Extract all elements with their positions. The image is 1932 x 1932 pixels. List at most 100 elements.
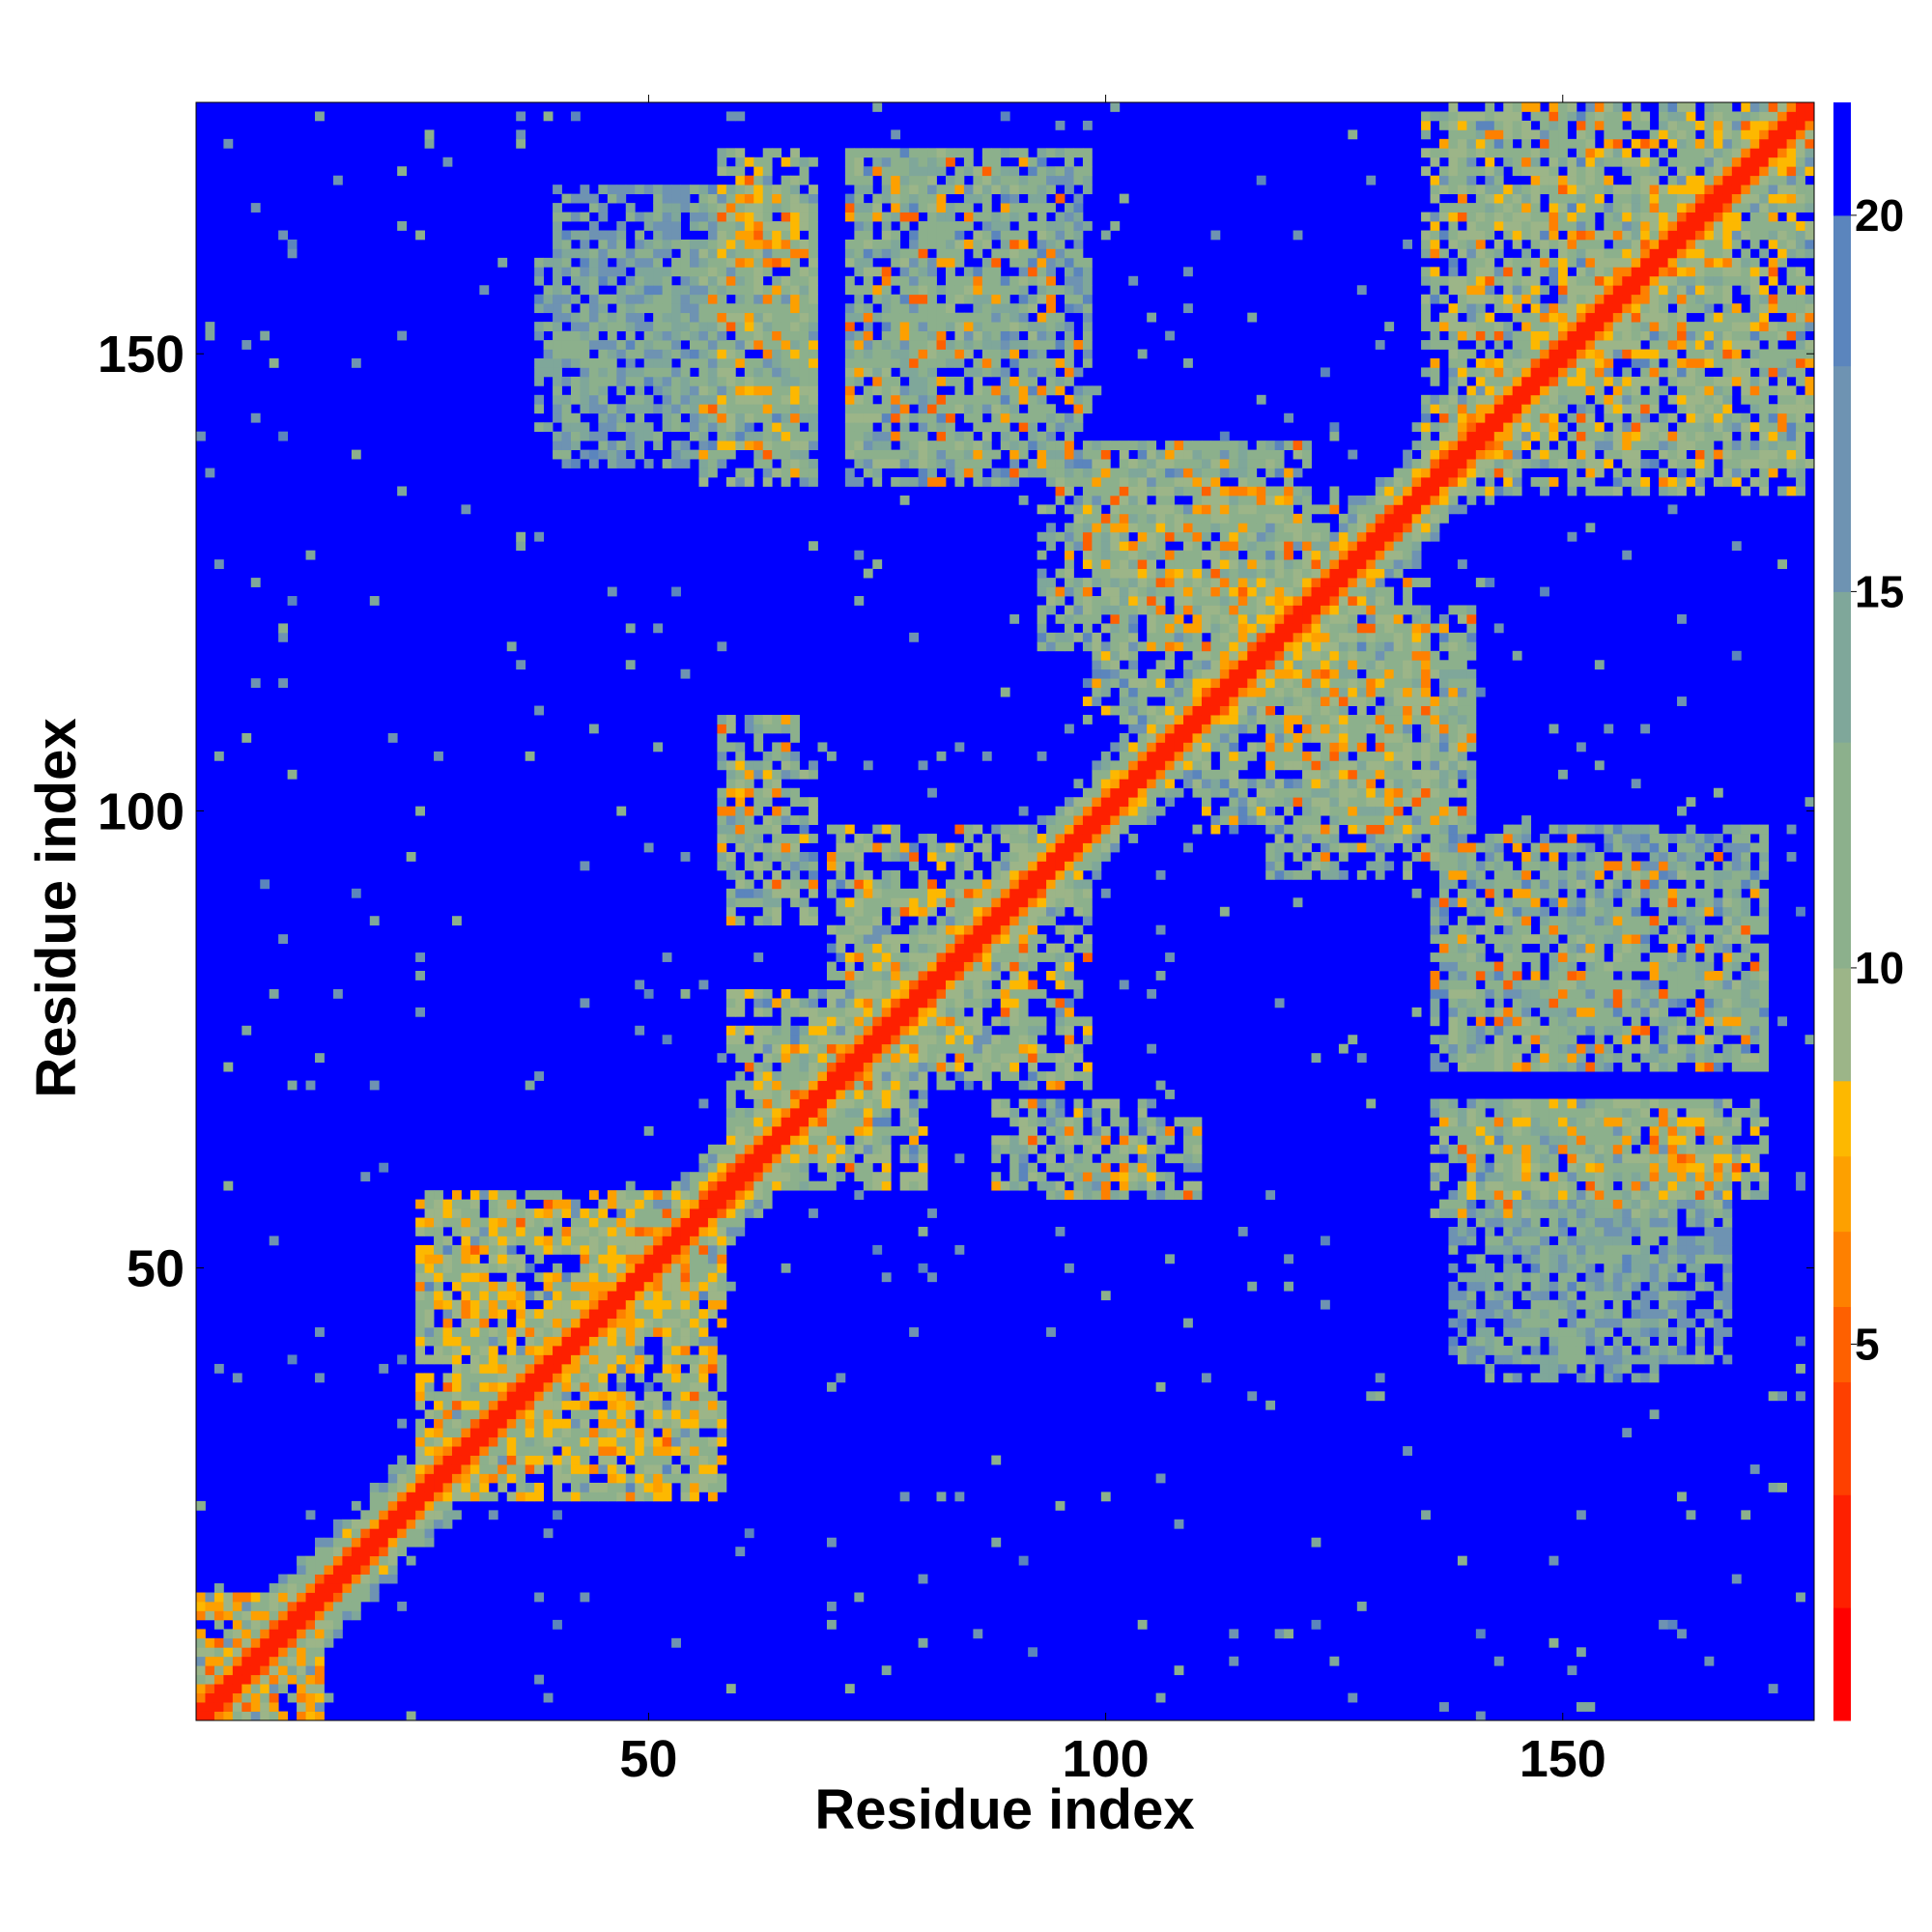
heatmap-cell: [580, 275, 590, 286]
heatmap-cell: [854, 550, 865, 560]
heatmap-cell: [762, 888, 773, 898]
heatmap-cell: [809, 404, 818, 414]
heatmap-cell: [351, 1592, 361, 1603]
heatmap-cell: [854, 212, 865, 222]
heatmap-cell: [607, 1363, 617, 1374]
heatmap-cell: [1046, 834, 1056, 843]
heatmap-cell: [1009, 897, 1020, 908]
heatmap-cell: [1009, 834, 1020, 843]
heatmap-cell: [387, 1510, 398, 1520]
heatmap-cell: [580, 340, 590, 350]
heatmap-cell: [260, 1656, 270, 1666]
heatmap-cell: [1073, 412, 1084, 423]
heatmap-cell: [698, 1363, 709, 1374]
heatmap-cell: [269, 1601, 279, 1611]
heatmap-cell: [1065, 221, 1074, 231]
heatmap-cell: [707, 1492, 718, 1502]
heatmap-cell: [744, 156, 754, 167]
heatmap-cell: [927, 1208, 937, 1218]
heatmap-cell: [717, 1254, 727, 1264]
heatmap-cell: [525, 1291, 535, 1301]
heatmap-cell: [735, 888, 746, 898]
heatmap-cell: [451, 1400, 462, 1410]
heatmap-cell: [1073, 613, 1084, 624]
heatmap-cell: [1018, 961, 1029, 972]
heatmap-cell: [570, 267, 581, 277]
heatmap-cell: [625, 1409, 636, 1420]
heatmap-cell: [809, 1080, 818, 1091]
heatmap-cell: [1065, 961, 1074, 972]
heatmap-cell: [909, 275, 919, 286]
heatmap-cell: [1065, 523, 1074, 533]
heatmap-cell: [991, 449, 1002, 460]
heatmap-cell: [1073, 248, 1084, 259]
heatmap-cell: [1100, 650, 1111, 661]
heatmap-cell: [451, 1482, 462, 1492]
heatmap-cell: [671, 1409, 681, 1420]
heatmap-cell: [936, 980, 947, 990]
heatmap-cell: [278, 1610, 289, 1621]
heatmap-cell: [945, 239, 955, 249]
heatmap-cell: [506, 1199, 517, 1209]
heatmap-cell: [707, 459, 718, 469]
heatmap-cell: [442, 1309, 453, 1320]
heatmap-cell: [753, 897, 764, 908]
heatmap-cell: [588, 1381, 599, 1392]
heatmap-cell: [250, 1692, 261, 1703]
heatmap-cell: [297, 1565, 306, 1575]
heatmap-cell: [891, 1035, 901, 1045]
heatmap-cell: [1055, 815, 1065, 825]
heatmap-cell: [434, 1346, 443, 1355]
heatmap-cell: [497, 1373, 508, 1383]
heatmap-cell: [461, 1492, 471, 1502]
heatmap-cell: [635, 1199, 645, 1209]
heatmap-cell: [891, 394, 901, 405]
heatmap-cell: [936, 431, 947, 441]
heatmap-cell: [1028, 275, 1038, 286]
heatmap-cell: [1065, 1144, 1074, 1154]
heatmap-cell: [1119, 769, 1129, 780]
heatmap-cell: [1100, 678, 1111, 689]
heatmap-cell: [1055, 971, 1065, 980]
heatmap-cell: [543, 357, 554, 368]
heatmap-cell: [854, 1117, 865, 1127]
heatmap-cell: [927, 1025, 937, 1036]
heatmap-cell: [863, 1135, 873, 1146]
heatmap-cell: [671, 312, 681, 323]
heatmap-cell: [1028, 980, 1038, 990]
heatmap-cell: [781, 988, 791, 999]
heatmap-cell: [1009, 285, 1020, 296]
heatmap-cell: [690, 1409, 699, 1420]
heatmap-cell: [909, 943, 919, 953]
heatmap-cell: [854, 248, 865, 259]
heatmap-cell: [1082, 440, 1093, 450]
heatmap-cell: [717, 815, 727, 825]
heatmap-cell: [653, 376, 664, 386]
heatmap-cell: [1009, 1071, 1020, 1081]
heatmap-cell: [561, 212, 572, 222]
heatmap-cell: [1009, 924, 1020, 935]
heatmap-cell: [762, 330, 773, 341]
heatmap-cell: [891, 998, 901, 1009]
heatmap-cell: [1073, 578, 1084, 587]
heatmap-cell: [643, 1446, 654, 1456]
heatmap-cell: [725, 906, 736, 917]
heatmap-cell: [991, 888, 1002, 898]
heatmap-cell: [881, 303, 892, 314]
heatmap-cell: [735, 1144, 746, 1154]
heatmap-cell: [707, 1190, 718, 1200]
heatmap-cell: [1000, 212, 1010, 222]
heatmap-cell: [488, 1190, 498, 1200]
heatmap-cell: [553, 1510, 562, 1520]
heatmap-cell: [680, 185, 691, 195]
heatmap-cell: [945, 851, 955, 862]
heatmap-cell: [790, 1071, 800, 1081]
heatmap-cell: [635, 1281, 645, 1292]
heatmap-cell: [598, 275, 609, 286]
heatmap-cell: [790, 1135, 800, 1146]
heatmap-cell: [991, 1016, 1002, 1027]
heatmap-cell: [735, 111, 746, 122]
heatmap-cell: [945, 934, 955, 945]
heatmap-cell: [772, 148, 782, 158]
heatmap-cell: [653, 285, 664, 296]
